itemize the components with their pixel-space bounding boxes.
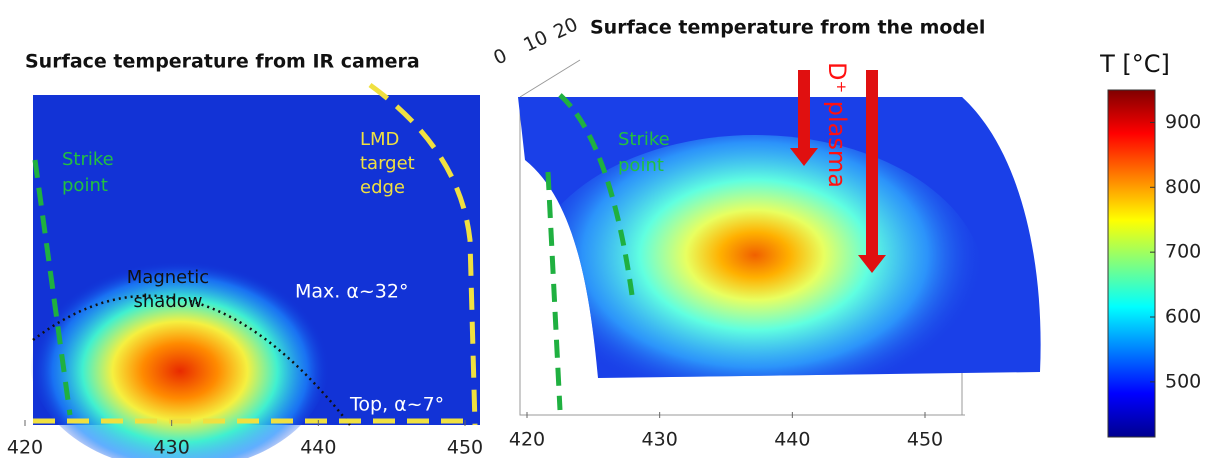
- annotation: Magnetic: [127, 267, 209, 288]
- x-tick-label: 430: [642, 429, 678, 451]
- annotation: Max. α~32°: [295, 281, 408, 303]
- x-tick-label: 430: [154, 437, 190, 458]
- annotation: target: [360, 153, 415, 174]
- annotation: Strike: [62, 149, 114, 170]
- colorbar-tick-label: 600: [1165, 306, 1201, 328]
- plasma-label: D⁺ plasma: [823, 62, 851, 188]
- model-panel: Surface temperature from the model D⁺ pl…: [490, 13, 1040, 450]
- colorbar-scale: [1108, 90, 1155, 437]
- annotation: Top, α~7°: [349, 394, 444, 416]
- strike-line: [548, 172, 560, 410]
- annotation: Strike: [618, 129, 670, 150]
- panel-title: Surface temperature from IR camera: [25, 51, 420, 73]
- annotation: shadow: [134, 291, 203, 312]
- annotation: point: [618, 155, 664, 176]
- x-tick-label: 450: [907, 429, 943, 451]
- colorbar-tick-label: 700: [1165, 241, 1201, 263]
- figure: Surface temperature from IR camera 420 43…: [0, 0, 1214, 458]
- x-tick-label: 450: [447, 437, 483, 458]
- annotation: edge: [360, 177, 405, 198]
- x-tick-label: 420: [509, 429, 545, 451]
- depth-tick-label: 20: [550, 13, 581, 43]
- annotation: LMD: [360, 129, 399, 150]
- ir-panel: Surface temperature from IR camera 420 43…: [7, 51, 483, 458]
- colorbar: T [°C] 500 600 700 800 900: [1099, 50, 1201, 437]
- x-tick-label: 440: [774, 429, 810, 451]
- x-tick-label: 440: [300, 437, 336, 458]
- panel-title: Surface temperature from the model: [590, 17, 985, 39]
- depth-tick-label: 0: [490, 44, 510, 69]
- colorbar-tick-label: 500: [1165, 370, 1201, 392]
- colorbar-label: T [°C]: [1099, 50, 1170, 78]
- heatmap-edge: [33, 82, 480, 95]
- colorbar-tick-label: 900: [1165, 111, 1201, 133]
- depth-tick-label: 10: [520, 26, 551, 56]
- x-tick-label: 420: [7, 437, 43, 458]
- annotation: point: [62, 175, 108, 196]
- colorbar-tick-label: 800: [1165, 176, 1201, 198]
- hot-spot: [525, 135, 985, 435]
